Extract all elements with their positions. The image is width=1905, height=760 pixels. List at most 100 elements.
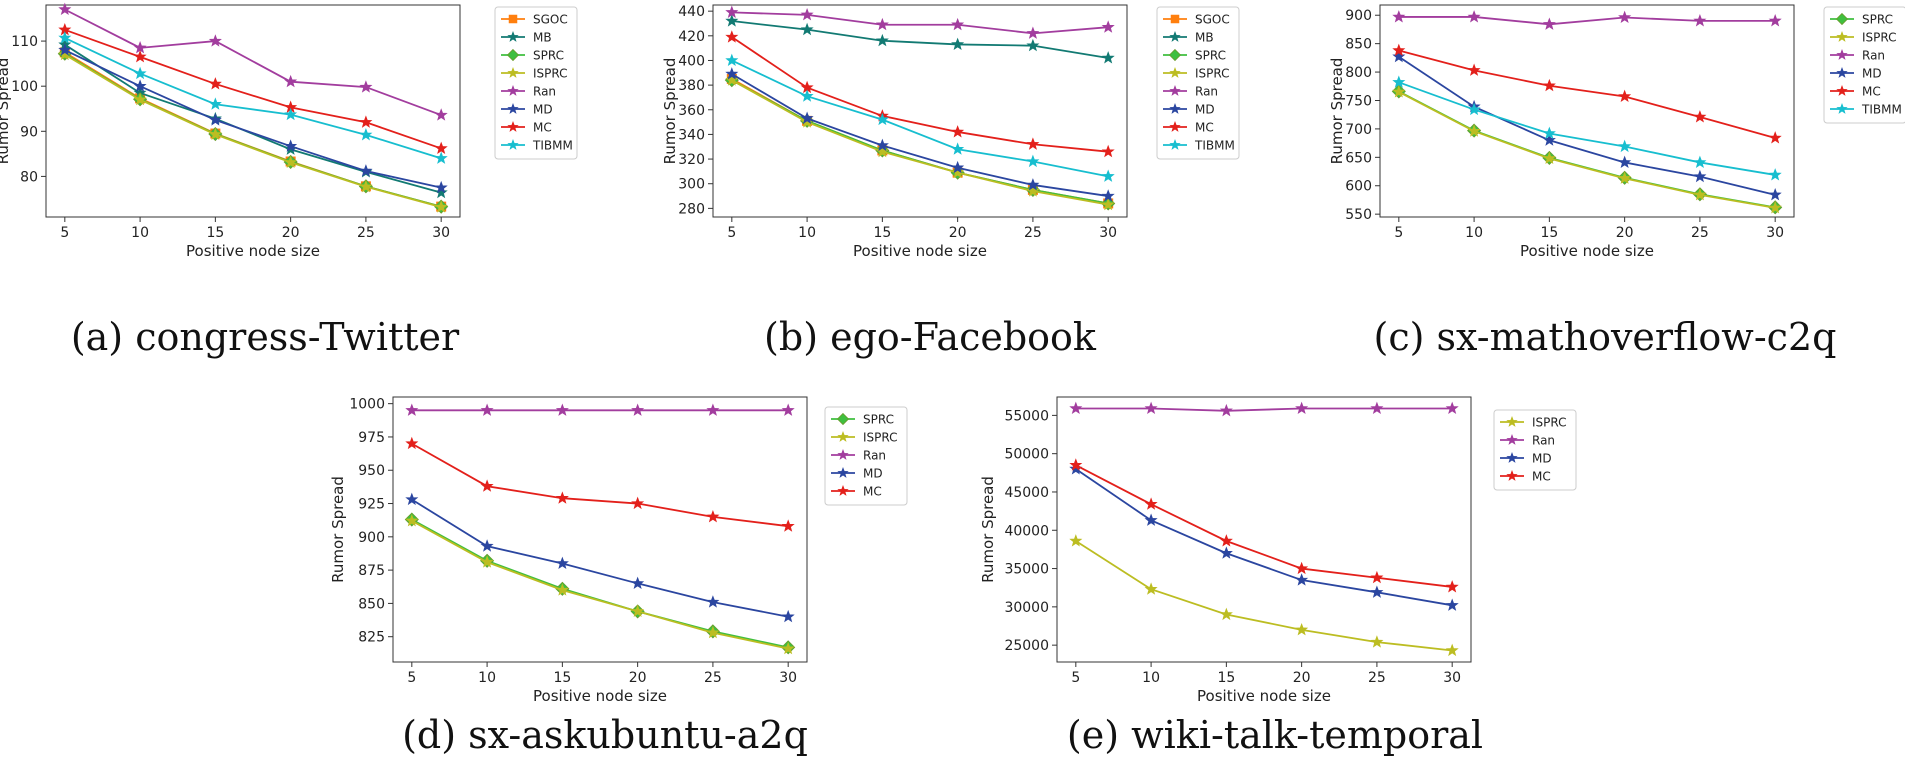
data-point-isprc [951, 165, 965, 179]
y-tick-label: 650 [1345, 150, 1372, 166]
data-point-isprc [725, 73, 739, 86]
x-tick-label: 20 [1293, 670, 1311, 686]
data-point-isprc [1219, 607, 1233, 621]
x-tick-label: 10 [478, 670, 496, 686]
series-ran [58, 2, 448, 121]
data-point-isprc [1392, 85, 1406, 98]
y-tick-label: 420 [678, 29, 705, 45]
data-point-ran [800, 8, 814, 21]
y-tick-label: 600 [1345, 179, 1372, 195]
data-point-mc [133, 50, 147, 63]
legend-marker-ran [1169, 85, 1181, 96]
data-point-mc [1392, 43, 1406, 57]
series-line-tibmm [731, 59, 1109, 178]
chart-panel-4: 5 10 15 20 25 30 825 850 875 900 925 950 975 1000 Posi… [329, 396, 908, 757]
series-tibmm [1392, 75, 1782, 181]
series-mc [1392, 43, 1782, 144]
data-point-md [781, 609, 795, 623]
data-point-tibmm [1026, 154, 1040, 168]
legend-label-tibmm: TIBMM [1861, 103, 1902, 117]
data-point-mc [1445, 580, 1459, 593]
data-point-ran [1144, 401, 1158, 415]
data-point-mb [1026, 38, 1040, 52]
legend-label-ran: Ran [1195, 85, 1218, 99]
y-axis-label: Rumor Spread [329, 476, 347, 583]
series-md [1392, 49, 1782, 201]
y-tick-label: 40000 [1004, 523, 1049, 539]
data-point-md [58, 43, 72, 56]
data-point-isprc [133, 92, 147, 106]
data-point-md [284, 139, 298, 152]
data-point-tibmm [284, 107, 298, 121]
legend-label-isprc: ISPRC [1195, 67, 1230, 81]
data-point-md [631, 576, 645, 589]
data-point-ran [1618, 10, 1632, 24]
legend-marker-tibmm [1836, 103, 1848, 114]
series-line-md [731, 73, 1109, 197]
legend-label-mc: MC [1195, 121, 1214, 135]
series-line-md [1398, 55, 1776, 196]
legend-label-ran: Ran [1862, 49, 1885, 63]
data-point-md [875, 138, 889, 152]
data-point-ran [1101, 20, 1115, 33]
legend-label-ran: Ran [863, 449, 886, 463]
data-point-ran [1768, 14, 1782, 27]
x-tick-label: 25 [704, 670, 722, 686]
y-tick-label: 300 [678, 177, 705, 193]
x-tick-label: 30 [1099, 225, 1117, 241]
y-tick-label: 280 [678, 201, 705, 217]
x-tick-label: 30 [432, 225, 450, 241]
x-tick-label: 10 [131, 225, 149, 241]
data-point-tibmm [133, 66, 147, 80]
data-point-mc [1295, 561, 1309, 575]
legend-label-isprc: ISPRC [863, 431, 898, 445]
legend-marker-isprc [1836, 31, 1848, 42]
series-tibmm [58, 31, 448, 164]
data-point-mc [1101, 144, 1115, 158]
x-tick-label: 25 [1024, 225, 1042, 241]
data-point-ran [725, 5, 739, 18]
x-tick-label: 20 [1616, 225, 1634, 241]
y-tick-label: 900 [358, 530, 385, 546]
legend-marker-md [1836, 67, 1848, 78]
data-point-tibmm [58, 31, 72, 44]
data-point-md [1392, 49, 1406, 63]
data-point-md [1026, 178, 1040, 191]
series-mc [405, 436, 795, 532]
data-point-tibmm [875, 112, 889, 126]
legend: SPRC ISPRC Ran MD MC [824, 406, 908, 506]
data-point-md [1618, 155, 1632, 168]
legend-marker-sgoc [508, 14, 518, 24]
plot-area [45, 4, 461, 218]
data-point-md [706, 595, 720, 608]
data-point-ran [875, 17, 889, 31]
series-line-isprc [1075, 540, 1453, 652]
data-point-isprc [875, 144, 889, 158]
data-point-md [208, 113, 222, 126]
data-point-md [1295, 573, 1309, 586]
data-point-tibmm [1392, 75, 1406, 88]
legend-marker-md [507, 103, 519, 114]
series-md [725, 67, 1115, 202]
data-point-ran [1392, 10, 1406, 23]
legend-label-sgoc: SGOC [1195, 13, 1230, 27]
x-tick-label: 20 [282, 225, 300, 241]
legend-label-sprc: SPRC [533, 49, 564, 63]
x-axis-label: Positive node size [853, 242, 987, 260]
data-point-md [480, 539, 494, 552]
data-point-isprc [405, 513, 419, 527]
data-point-tibmm [1693, 155, 1707, 168]
plot-area [1056, 396, 1472, 663]
data-point-ran [1069, 401, 1083, 415]
data-point-tibmm [208, 97, 222, 110]
y-tick-label: 320 [678, 152, 705, 168]
series-mc [58, 22, 448, 154]
data-point-mc [1144, 497, 1158, 510]
x-tick-label: 15 [553, 670, 571, 686]
legend-label-md: MD [1862, 67, 1882, 81]
x-tick-label: 10 [798, 225, 816, 241]
data-point-mc [359, 115, 373, 128]
legend-marker-sprc [1168, 48, 1182, 62]
data-point-ran [1693, 14, 1707, 27]
x-axis-label: Positive node size [1197, 687, 1331, 705]
